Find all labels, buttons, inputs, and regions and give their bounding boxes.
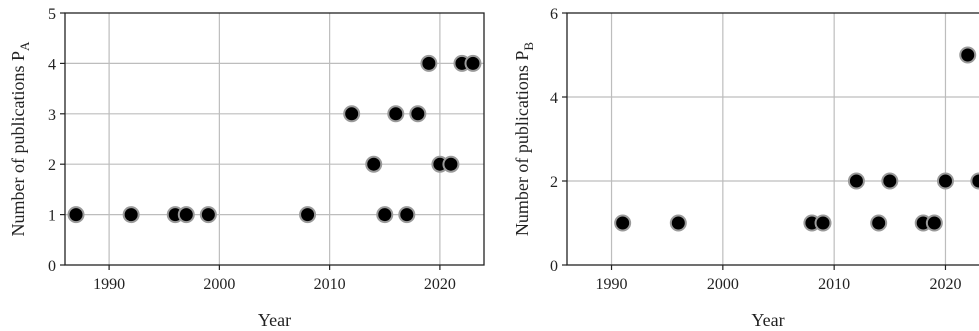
data-point [299,206,317,224]
y-tick-label: 6 [550,6,558,23]
y-tick-label: 4 [550,90,558,107]
chart-publications-a: 1990 2000 2010 2020 0 1 2 3 4 5 Year Number of publ… [8,6,485,330]
x-axis-label: Year [258,310,291,330]
x-tick-label: 2000 [203,276,235,293]
data-point [398,206,416,224]
y-tick-label: 4 [48,56,56,73]
data-point [177,206,195,224]
x-tick-label: 2010 [818,276,850,293]
x-axis-label: Year [751,310,784,330]
data-point [614,214,632,232]
y-tick-label: 1 [48,208,56,225]
y-tick-label: 2 [550,174,558,191]
data-point [199,206,217,224]
x-tick-label: 2020 [929,276,961,293]
y-tick-label: 5 [48,6,56,23]
y-tick-label: 3 [48,107,56,124]
data-point [67,206,85,224]
y-axis-label: Number of publications PB [512,42,536,236]
data-point [442,155,460,173]
x-tick-label: 1990 [596,276,628,293]
data-point [420,54,438,72]
y-tick-label: 0 [550,258,558,275]
x-tick-label: 2010 [314,276,346,293]
data-point [970,172,979,190]
data-point [936,172,954,190]
data-point [122,206,140,224]
data-point [959,46,977,64]
data-point [814,214,832,232]
x-tick-label: 1990 [93,276,125,293]
data-point [925,214,943,232]
y-tick-label: 0 [48,258,56,275]
x-tick-label: 2020 [424,276,456,293]
plot-frame [64,12,485,266]
data-point [376,206,394,224]
data-point [464,54,482,72]
chart-publications-b: 1990 2000 2010 2020 0 2 4 6 Year Number of public… [512,6,979,330]
plot-frame [566,12,979,266]
data-point [870,214,888,232]
data-point [847,172,865,190]
data-point [365,155,383,173]
data-point [387,105,405,123]
y-axis-label: Number of publications PA [8,41,32,236]
data-point [669,214,687,232]
data-point [409,105,427,123]
x-tick-label: 2000 [707,276,739,293]
data-point [343,105,361,123]
data-point [881,172,899,190]
y-tick-label: 2 [48,157,56,174]
